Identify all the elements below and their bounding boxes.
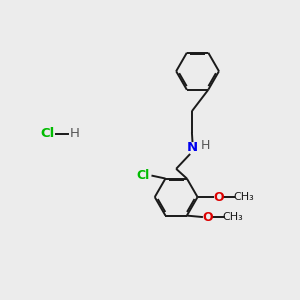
Text: O: O [202, 211, 213, 224]
Text: H: H [200, 140, 210, 152]
Text: N: N [187, 141, 198, 154]
Text: Cl: Cl [136, 169, 150, 182]
Text: O: O [213, 190, 224, 204]
Text: H: H [70, 127, 80, 140]
Text: Cl: Cl [40, 127, 55, 140]
Text: CH₃: CH₃ [233, 192, 254, 202]
Text: CH₃: CH₃ [222, 212, 243, 222]
